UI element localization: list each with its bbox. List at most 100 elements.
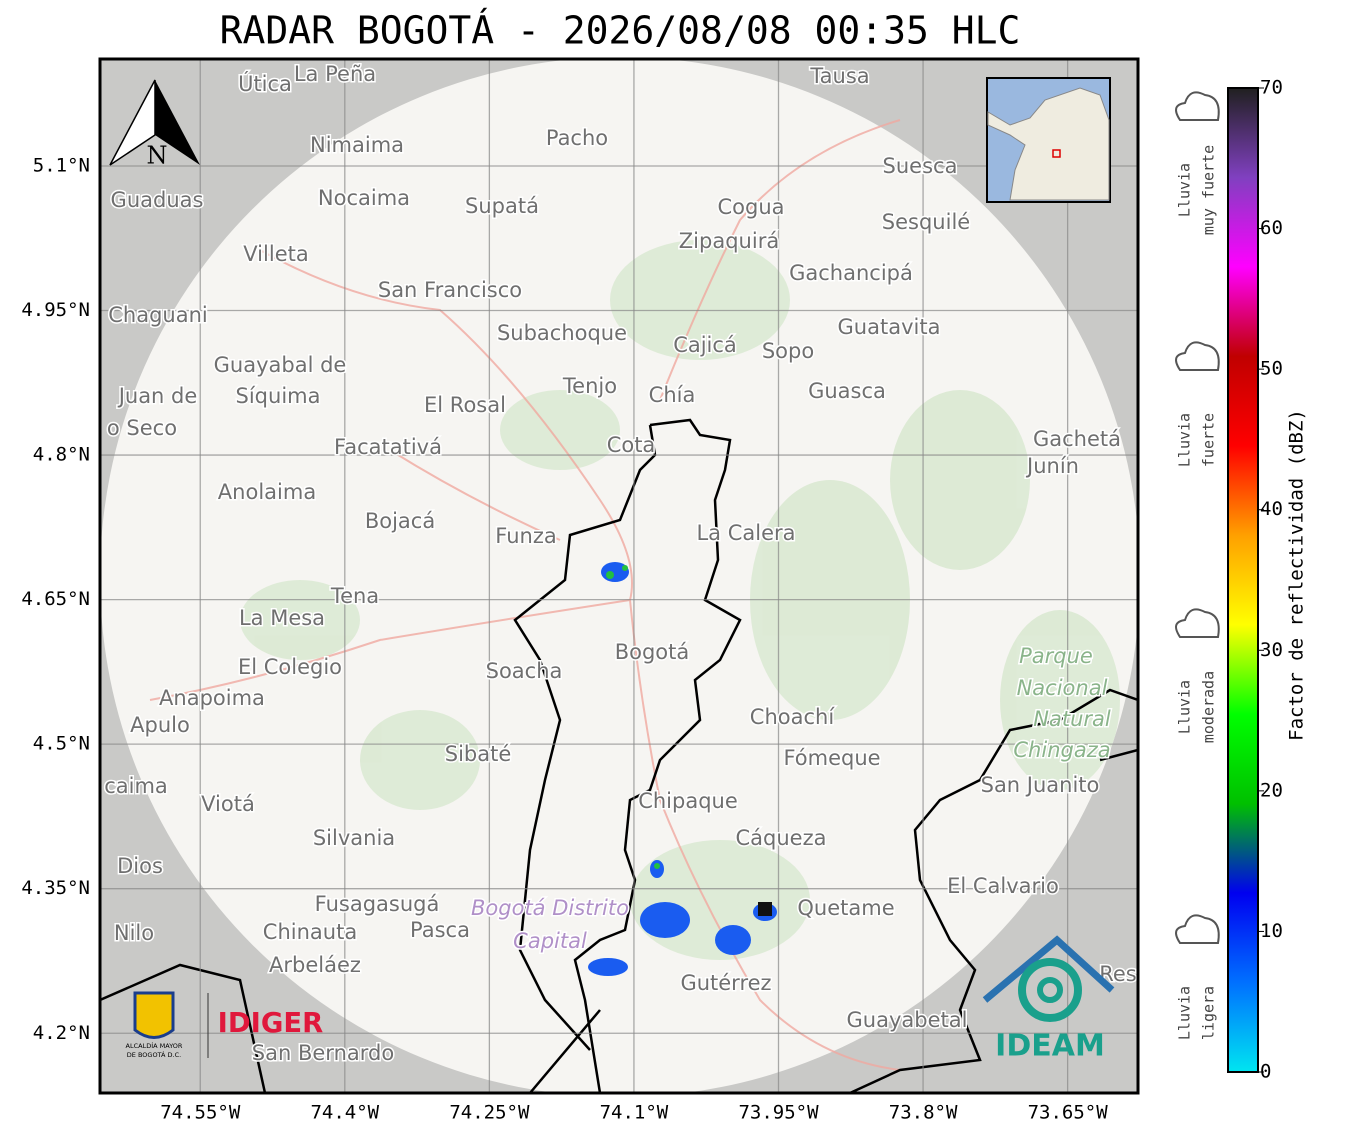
place-label: Sibaté: [445, 742, 512, 766]
place-label: Viotá: [201, 792, 255, 816]
place-label: Anolaima: [218, 480, 316, 504]
colorbar-tick-label: 0: [1260, 1061, 1271, 1083]
place-label: Subachoque: [497, 321, 627, 345]
place-label: Chaguani: [108, 303, 208, 327]
lon-tick-label: 73.65°W: [1028, 1102, 1109, 1124]
idiger-logo: IDIGER: [218, 1006, 324, 1039]
rain-icon: [1175, 91, 1220, 121]
place-label: Funza: [495, 524, 556, 548]
rain-icon: [1175, 608, 1220, 638]
place-label: Guaduas: [111, 188, 204, 212]
map-frame: [98, 57, 1140, 1095]
place-label: Cajicá: [673, 333, 737, 357]
north-arrow: N: [109, 79, 200, 170]
rain-level-label: Lluvia: [1176, 986, 1194, 1040]
place-label: Bogotá: [615, 640, 690, 664]
place-label: Juan de: [117, 384, 198, 408]
place-label: La Mesa: [239, 606, 325, 630]
ideam-text: IDEAM: [995, 1029, 1105, 1064]
place-label: Anapoima: [159, 686, 265, 710]
place-label: Tausa: [809, 64, 869, 88]
place-label: o Seco: [107, 416, 177, 440]
area-label: Nacional: [1017, 676, 1108, 700]
place-label: Chinauta: [263, 920, 357, 944]
place-label: Sesquilé: [882, 210, 970, 234]
map: [100, 59, 1138, 1093]
alcaldia-logo: ALCALDÍA MAYOR DE BOGOTÁ D.C. IDIGER: [126, 991, 324, 1059]
place-label: San Francisco: [378, 278, 522, 302]
lat-tick-label: 4.5°N: [33, 733, 90, 755]
lat-tick-label: 4.65°N: [21, 588, 90, 610]
rain-level-label: Lluvia: [1176, 680, 1194, 734]
place-label: Cota: [607, 433, 656, 457]
place-label: San Juanito: [981, 773, 1100, 797]
rain-icon: [1175, 341, 1220, 371]
place-label: San Bernardo: [252, 1041, 394, 1065]
lon-tick-label: 73.95°W: [738, 1102, 819, 1124]
place-label: El Colegio: [238, 655, 342, 679]
place-label: caima: [104, 774, 168, 798]
place-label: La Peña: [294, 62, 376, 86]
lon-tick-label: 74.55°W: [160, 1102, 241, 1124]
rain-level-label: moderada: [1200, 671, 1218, 743]
place-label: Arbeláez: [269, 953, 361, 977]
lon-tick-label: 74.1°W: [600, 1102, 669, 1124]
lon-tick-label: 73.8°W: [889, 1102, 958, 1124]
title: RADAR BOGOTÁ - 2026/08/08 00:35 HLC: [220, 9, 1021, 53]
colorbar-tick-label: 10: [1260, 920, 1283, 942]
place-label: Suesca: [883, 154, 958, 178]
lat-tick-label: 5.1°N: [33, 154, 90, 176]
place-label: Quetame: [797, 896, 894, 920]
alcaldia-text: DE BOGOTÁ D.C.: [127, 1050, 181, 1059]
place-label: Guayabal de: [214, 353, 347, 377]
place-label: Nimaima: [310, 133, 404, 157]
place-label: Choachí: [750, 705, 836, 729]
place-label: El Calvario: [947, 874, 1059, 898]
alcaldia-text: ALCALDÍA MAYOR: [126, 1041, 183, 1050]
place-label: Pasca: [410, 918, 470, 942]
lat-tick-label: 4.2°N: [33, 1022, 90, 1044]
place-label: Sopo: [762, 339, 814, 363]
place-label: Facatativá: [334, 435, 442, 459]
place-label: Villeta: [243, 242, 308, 266]
area-label: Chingaza: [1013, 738, 1110, 762]
place-label: Útica: [238, 71, 292, 96]
place-label: Guasca: [808, 379, 886, 403]
lat-tick-label: 4.8°N: [33, 444, 90, 466]
place-label: Chipaque: [638, 789, 738, 813]
colorbar-tick-label: 40: [1260, 498, 1283, 520]
colorbar-tick-label: 60: [1260, 217, 1283, 239]
colorbar-tick-label: 70: [1260, 77, 1283, 99]
rain-icon: [1175, 914, 1220, 944]
place-label: Junín: [1025, 454, 1079, 478]
place-label: Cogua: [717, 195, 784, 219]
place-label: El Rosal: [424, 393, 506, 417]
place-label: Tenjo: [562, 374, 617, 398]
rain-level-label: ligera: [1200, 986, 1218, 1040]
ideam-logo: IDEAM: [982, 935, 1115, 1064]
place-label: Tena: [330, 584, 379, 608]
place-label: Apulo: [130, 713, 190, 737]
inset-map: [986, 77, 1111, 203]
place-label: Bojacá: [365, 509, 435, 533]
place-label: Gachetá: [1033, 427, 1121, 451]
place-label: Cáqueza: [736, 826, 827, 850]
rain-level-label: muy fuerte: [1200, 145, 1218, 235]
area-label: Capital: [513, 929, 587, 953]
place-label: Gachancipá: [789, 261, 913, 285]
lon-tick-label: 74.25°W: [449, 1102, 530, 1124]
place-label: Chía: [649, 383, 696, 407]
colorbar: [1227, 87, 1259, 1073]
place-label: Nilo: [114, 921, 154, 945]
place-label: Supatá: [465, 194, 539, 218]
area-label: Bogotá Distrito: [471, 896, 629, 920]
place-label: Gutérrez: [680, 971, 771, 995]
colorbar-tick-label: 50: [1260, 358, 1283, 380]
place-label: Silvania: [313, 826, 395, 850]
area-label: Parque: [1019, 644, 1093, 668]
place-label: Dios: [117, 854, 163, 878]
colorbar-tick-label: 30: [1260, 639, 1283, 661]
area-label: Natural: [1033, 707, 1111, 731]
lon-tick-label: 74.4°W: [310, 1102, 379, 1124]
